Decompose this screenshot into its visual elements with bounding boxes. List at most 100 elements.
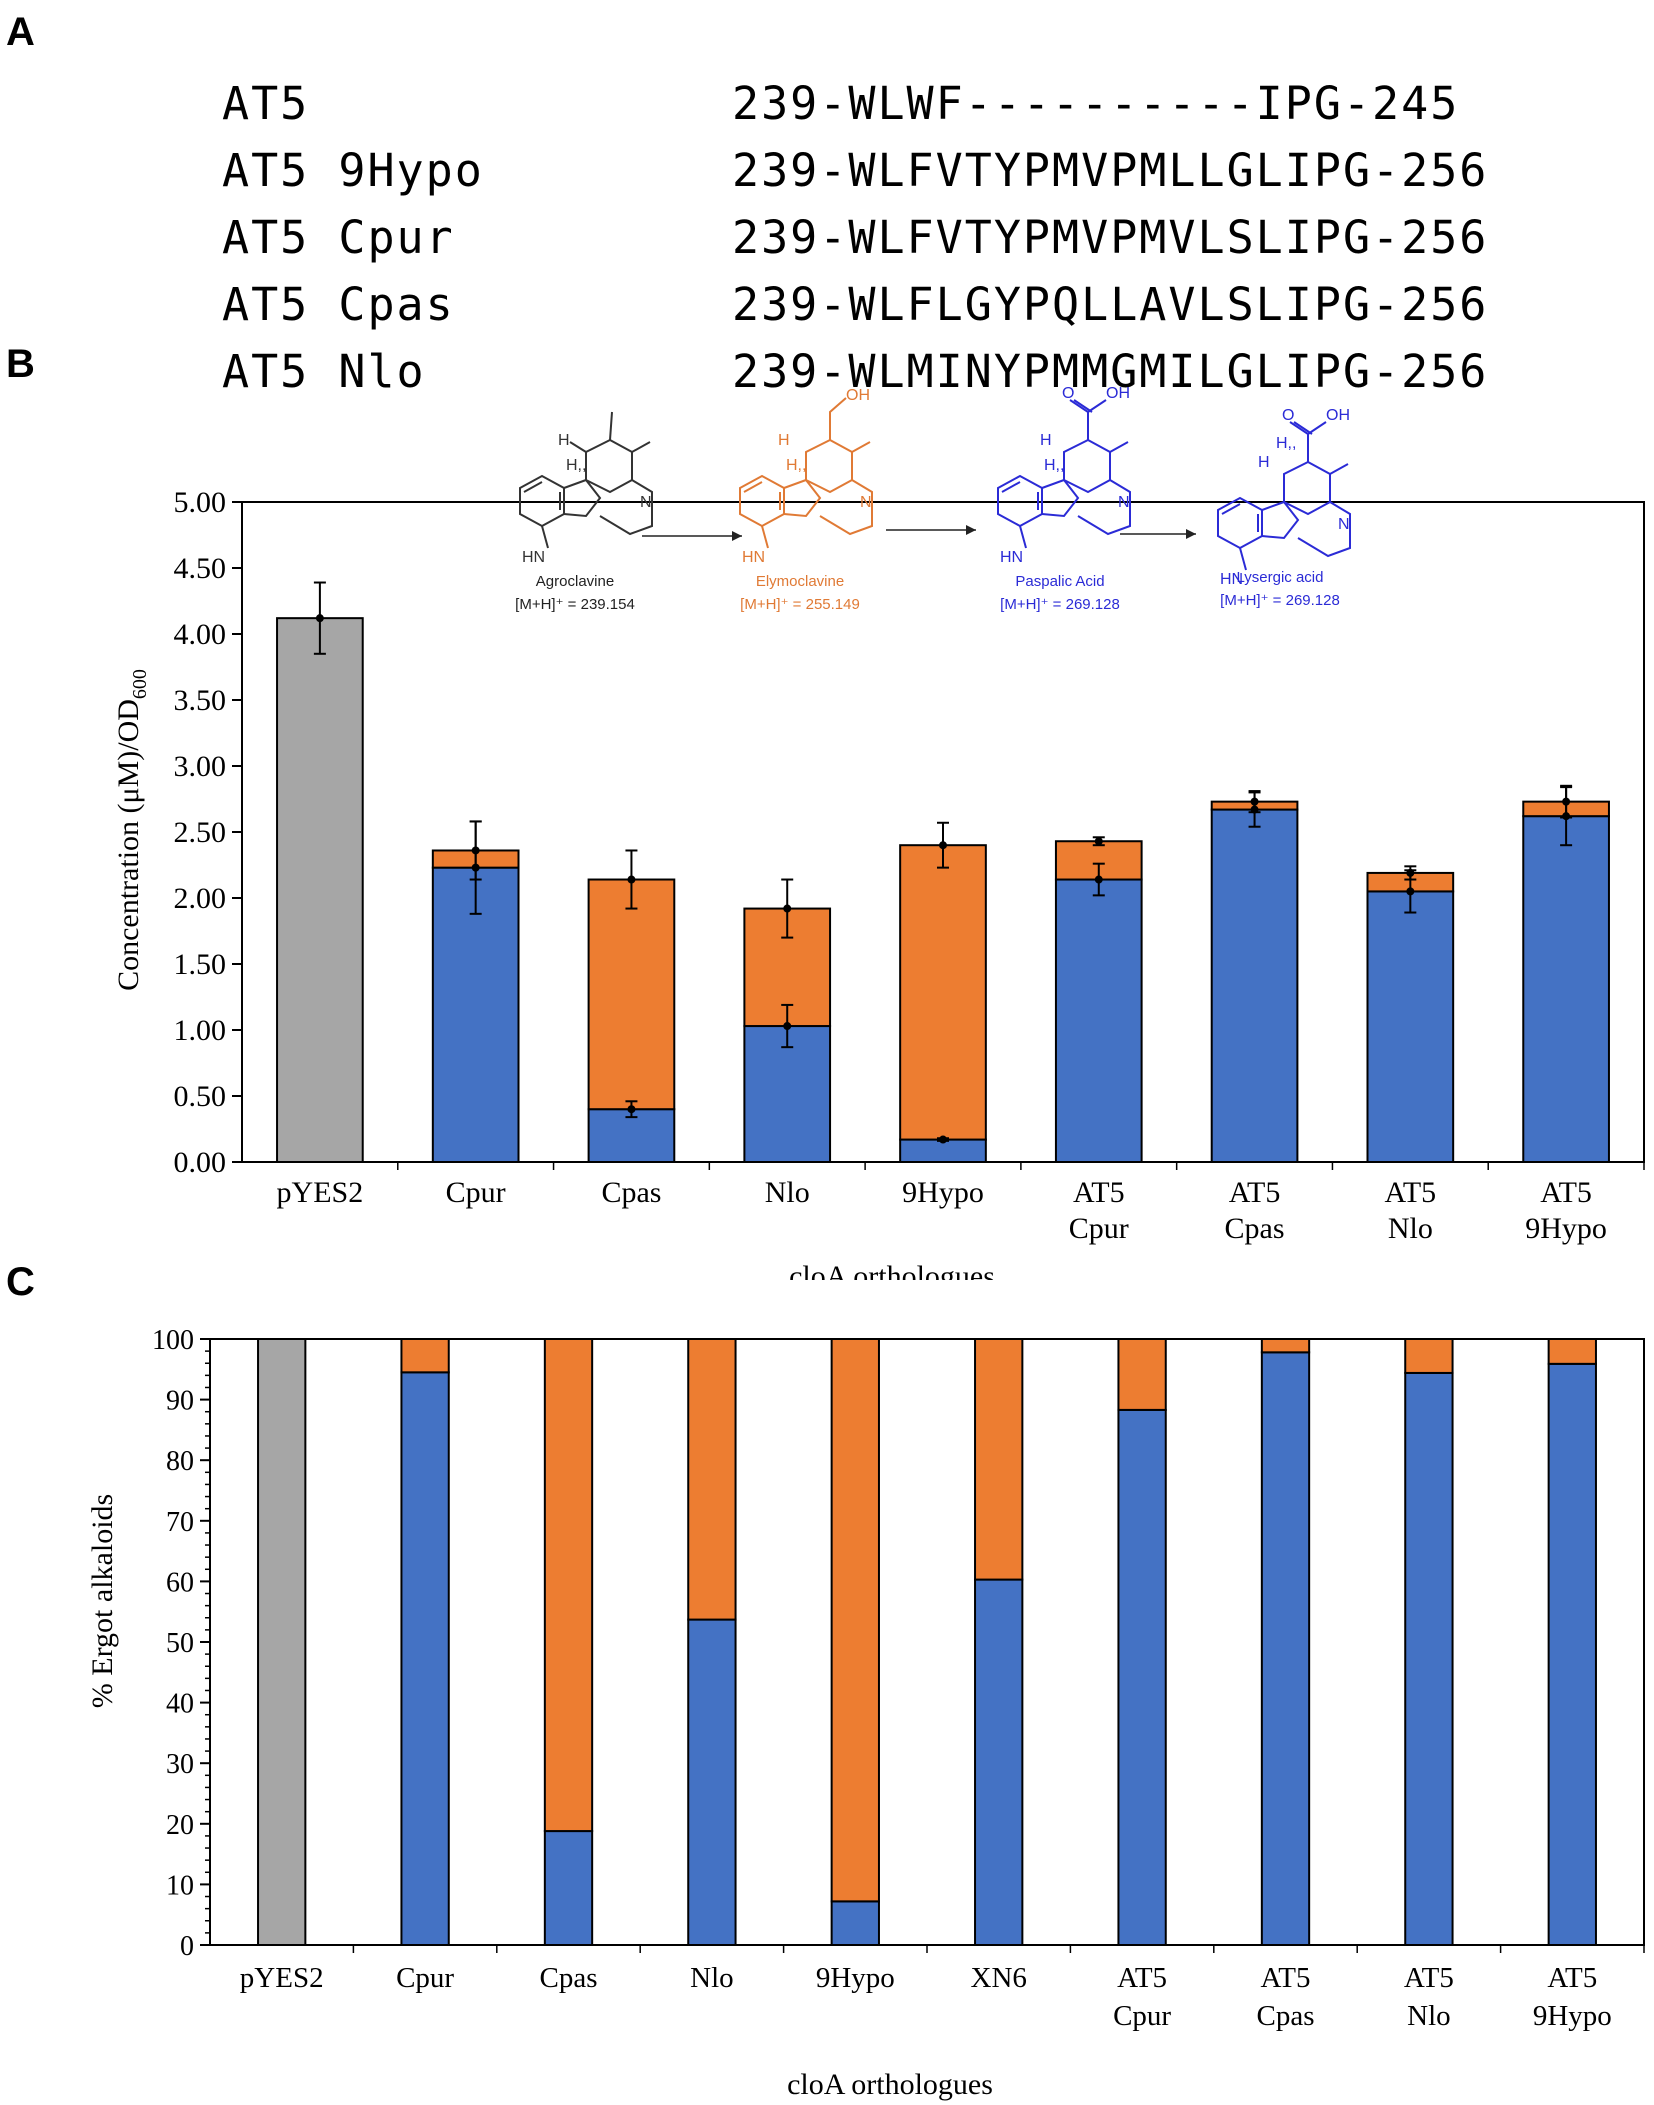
sequence-value: 239-WLFVTYPMVPMLLGLIPG-256 — [732, 144, 1489, 197]
arrow-3-head — [1186, 529, 1196, 539]
scheme-mass-agroclavine: [M+H]⁺ = 239.154 — [515, 596, 635, 613]
x-tick-label: Cpur — [396, 1962, 454, 1994]
x-tick-label: AT5 — [1404, 1962, 1454, 1994]
x-tick-label: Cpas — [1257, 2000, 1315, 2032]
panel-label-b: B — [6, 342, 35, 386]
x-tick-label: Cpur — [446, 1176, 506, 1209]
error-point — [315, 614, 324, 623]
sequence-name: AT5 — [222, 77, 310, 130]
atom-n: N — [640, 494, 652, 511]
atom-oh: OH — [1106, 385, 1130, 402]
error-point — [1094, 875, 1103, 884]
y-tick-label: 0 — [180, 1931, 194, 1962]
x-tick-label: pYES2 — [277, 1176, 364, 1209]
scheme-label-agroclavine: Agroclavine — [536, 573, 614, 590]
bar-segment — [687, 1338, 737, 1621]
atom-n: N — [1338, 516, 1350, 533]
y-tick-label: 1.50 — [174, 948, 227, 981]
x-tick-label: AT5 — [1384, 1176, 1436, 1209]
sequence-value: 239-WLFLGYPQLLAVLSLIPG-256 — [732, 278, 1489, 331]
percentage-chart: 0 10 20 30 40 50 60 70 80 90 100 pYES2 Cpur Cpas Nlo 9H… — [86, 1325, 1645, 2101]
agroclavine-structure — [519, 411, 653, 549]
x-tick-label: Nlo — [1388, 1212, 1433, 1245]
error-point — [1094, 837, 1103, 846]
x-tick-label: Cpas — [1225, 1212, 1285, 1245]
atom-o: O — [1282, 407, 1294, 424]
sequence-name: AT5 Cpas — [222, 278, 455, 331]
bar-segment — [400, 1371, 450, 1946]
scheme-label-elymoclavine: Elymoclavine — [756, 573, 844, 590]
atom-oh: OH — [1326, 407, 1350, 424]
bar-segment — [1522, 815, 1610, 1163]
sequence-name: AT5 Nlo — [222, 345, 426, 398]
concentration-chart: 0.00 0.50 1.00 1.50 2.00 2.50 3.00 3.50 4.00 4.50… — [112, 385, 1645, 1280]
sequence-value: 239-WLWF----------IPG-245 — [732, 77, 1460, 130]
bar-segment — [899, 844, 987, 1141]
x-tick-label: AT5 — [1261, 1962, 1311, 1994]
atom-n: N — [1118, 494, 1130, 511]
sequence-value: 239-WLMINYPMMGMILGLIPG-256 — [732, 345, 1489, 398]
y-tick-label: 80 — [166, 1446, 194, 1477]
x-axis-label: cloA orthologues — [789, 1260, 995, 1280]
y-tick-label: 2.00 — [174, 882, 227, 915]
atom-n: N — [860, 494, 872, 511]
y-tick-label: 4.00 — [174, 618, 227, 651]
atom-h: H — [558, 432, 570, 449]
y-tick-label: 50 — [166, 1628, 194, 1659]
atom-h-stereo: H,, — [786, 457, 806, 474]
bar-segment — [1117, 1408, 1167, 1947]
bar-segment — [1404, 1338, 1454, 1374]
biosynthesis-scheme: H H,, N HN Agroclavine [M+H]⁺ = 239.154 … — [515, 385, 1351, 613]
y-tick-label: 3.00 — [174, 750, 227, 783]
bar-segment — [400, 1338, 450, 1374]
y-axis-label-subscript: 600 — [129, 669, 151, 699]
scheme-mass-elymoclavine: [M+H]⁺ = 255.149 — [740, 596, 860, 613]
y-tick-label: 20 — [166, 1810, 194, 1841]
x-tick-label: Nlo — [1407, 2000, 1451, 2032]
atom-hn: HN — [1000, 549, 1023, 566]
atom-h: H — [778, 432, 790, 449]
atom-h: H — [1258, 454, 1270, 471]
arrow-2-head — [966, 525, 976, 535]
y-tick-label: 4.50 — [174, 552, 227, 585]
atom-oh: OH — [846, 387, 870, 404]
panel-label-a: A — [6, 10, 35, 54]
bar-segment — [1117, 1338, 1167, 1411]
error-point — [1406, 868, 1415, 877]
y-tick-label: 0.50 — [174, 1080, 227, 1113]
error-point — [627, 1105, 636, 1114]
x-tick-label: AT5 — [1229, 1176, 1281, 1209]
bar-segment — [743, 1025, 832, 1163]
x-tick-label: pYES2 — [240, 1962, 324, 1994]
paspalic-acid-structure — [997, 399, 1131, 549]
x-tick-label: 9Hypo — [902, 1176, 984, 1209]
y-tick-label: 1.00 — [174, 1014, 227, 1047]
error-point — [1250, 797, 1259, 806]
bar-segment — [974, 1578, 1024, 1946]
scheme-label-lysergic-acid: Lysergic acid — [1237, 569, 1324, 586]
bar-segment — [974, 1338, 1024, 1581]
atom-h-stereo: H,, — [1044, 457, 1064, 474]
panel-label-c: C — [6, 1260, 35, 1304]
x-axis-label: cloA orthologues — [787, 2068, 993, 2101]
sequence-value: 239-WLFVTYPMVPMVLSLIPG-256 — [732, 211, 1489, 264]
atom-hn: HN — [742, 549, 765, 566]
y-tick-label: 2.50 — [174, 816, 227, 849]
bar-segment — [1404, 1371, 1454, 1947]
bar-segment — [543, 1830, 594, 1947]
y-axis-label: % Ergot alkaloids — [86, 1494, 119, 1708]
scheme-label-paspalic-acid: Paspalic Acid — [1015, 573, 1104, 590]
bar-segment — [687, 1618, 737, 1946]
x-tick-label: 9Hypo — [1525, 1212, 1607, 1245]
bar-segment — [830, 1338, 880, 1903]
bar-segment — [1366, 890, 1455, 1164]
y-tick-label: 70 — [166, 1507, 194, 1538]
scheme-mass-lysergic-acid: [M+H]⁺ = 269.128 — [1220, 592, 1340, 609]
x-tick-label: AT5 — [1540, 1176, 1592, 1209]
scheme-mass-paspalic-acid: [M+H]⁺ = 269.128 — [1000, 596, 1120, 613]
bar-segment — [543, 1338, 594, 1833]
atom-h: H — [1040, 432, 1052, 449]
error-point — [1562, 797, 1571, 806]
bar-segment — [276, 617, 364, 1164]
bar-segment — [431, 866, 520, 1163]
